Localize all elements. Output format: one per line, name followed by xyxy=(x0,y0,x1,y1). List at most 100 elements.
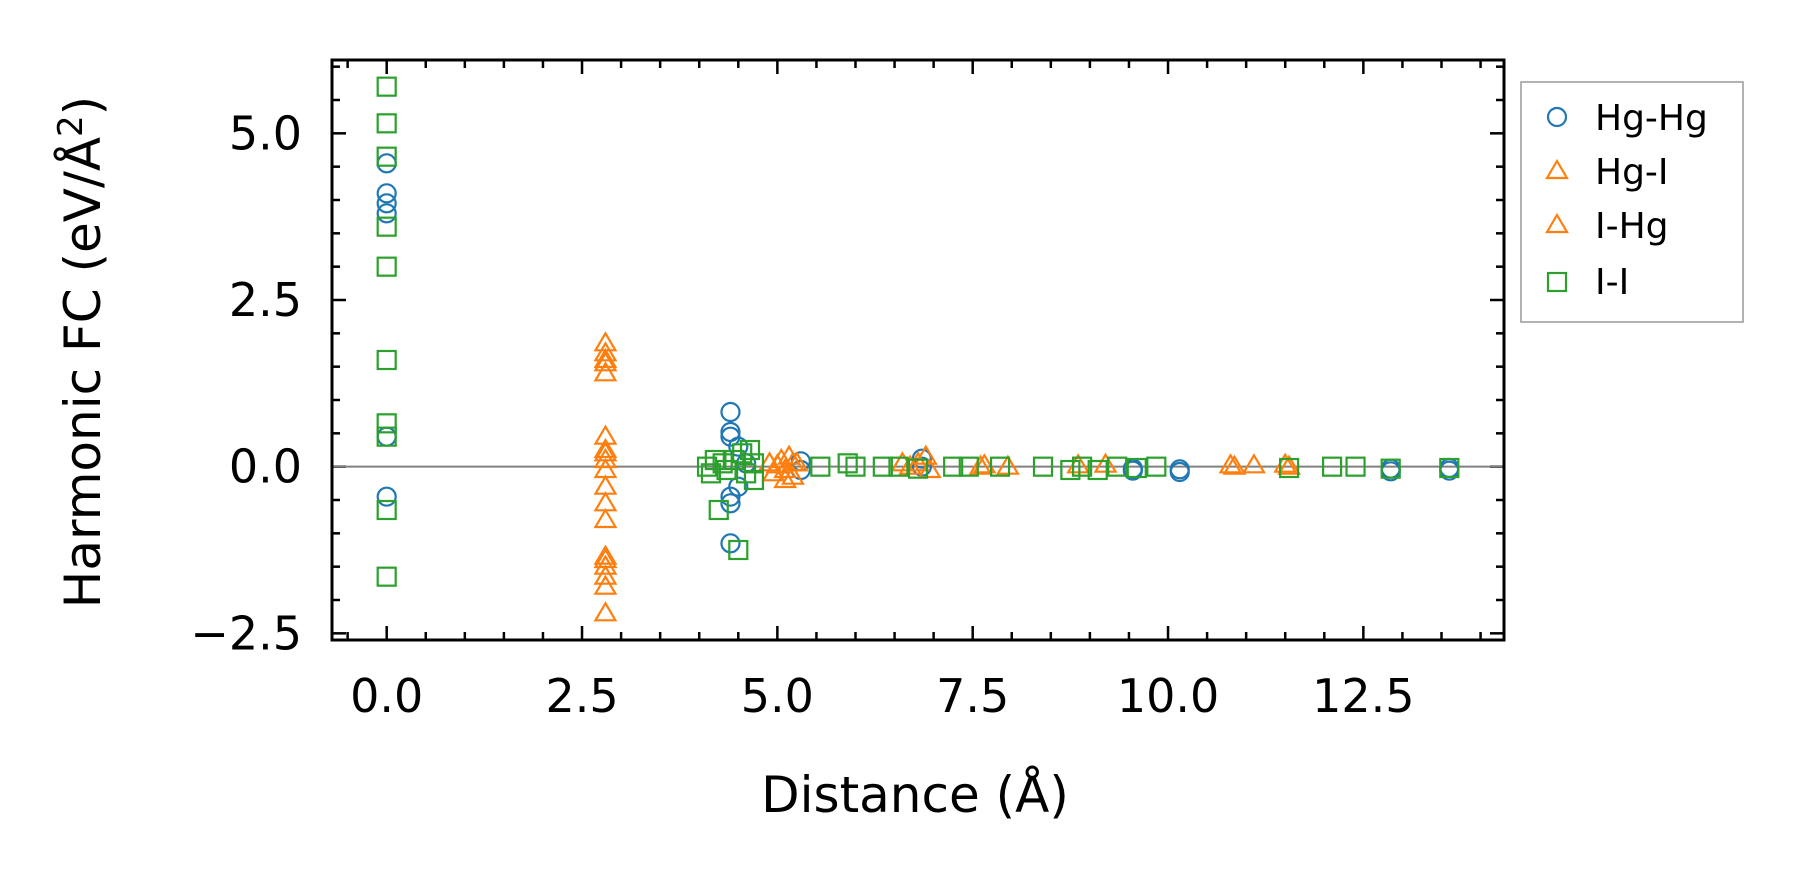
data-point-square xyxy=(743,469,765,491)
y-axis-label-main: Harmonic FC (eV/Å xyxy=(54,137,112,608)
data-point-square xyxy=(1060,459,1081,481)
data-point-square xyxy=(376,413,397,434)
data-point-triangle xyxy=(593,574,618,595)
data-point-square xyxy=(837,453,858,474)
legend-marker-triangle xyxy=(1545,212,1569,234)
x-tick-label: 2.5 xyxy=(545,669,618,723)
data-points xyxy=(376,76,1460,622)
legend-frame xyxy=(1520,81,1744,323)
data-point-square xyxy=(872,456,893,477)
data-point-triangle xyxy=(968,454,993,475)
data-point-square xyxy=(1439,457,1460,479)
plot-frame xyxy=(330,58,1506,642)
data-point-circle xyxy=(720,401,741,423)
data-point-square xyxy=(1322,456,1343,477)
data-point-square xyxy=(376,76,397,97)
data-point-triangle xyxy=(593,601,618,622)
data-point-circle xyxy=(1169,461,1190,483)
data-point-triangle xyxy=(773,457,798,479)
data-point-triangle xyxy=(995,454,1020,475)
data-point-circle xyxy=(728,436,749,457)
legend-marker-triangle xyxy=(1545,158,1569,180)
y-tick-label: −2.5 xyxy=(190,606,302,660)
legend-marker-square xyxy=(1546,271,1568,293)
x-tick-label: 5.0 xyxy=(741,669,814,723)
data-point-triangle xyxy=(593,441,618,462)
data-point-square xyxy=(728,539,749,561)
data-point-triangle xyxy=(1277,454,1302,475)
data-point-square xyxy=(958,456,979,477)
data-point-square xyxy=(1126,457,1147,479)
data-point-circle xyxy=(1122,460,1143,481)
y-tick-label: 0.0 xyxy=(229,440,302,494)
data-point-square xyxy=(708,499,729,521)
data-point-triangle xyxy=(593,547,618,569)
legend-label-i-hg: I-Hg xyxy=(1595,206,1669,247)
data-point-square xyxy=(907,458,929,479)
data-point-triangle xyxy=(593,447,618,469)
data-point-square xyxy=(810,456,831,477)
data-point-square xyxy=(1071,456,1093,477)
data-point-square xyxy=(376,566,397,587)
data-point-square xyxy=(376,146,397,167)
data-point-circle xyxy=(376,183,397,204)
data-point-triangle xyxy=(593,437,618,459)
data-point-circle xyxy=(720,493,741,514)
x-tick-label: 10.0 xyxy=(1117,669,1219,723)
data-point-square xyxy=(376,256,397,277)
data-point-triangle xyxy=(906,451,930,472)
data-point-square xyxy=(888,456,909,477)
legend-label-hg-i: Hg-I xyxy=(1595,152,1669,193)
data-point-square xyxy=(376,113,397,134)
x-axis-label: Distance (Å) xyxy=(761,766,1069,824)
data-point-square xyxy=(376,499,397,521)
legend-label-i-i: I-I xyxy=(1595,262,1629,303)
data-point-square xyxy=(739,439,761,461)
data-point-triangle xyxy=(765,453,790,474)
data-point-square xyxy=(1345,456,1366,477)
series-i-hg xyxy=(593,347,1302,569)
legend: Hg-Hg Hg-I I-Hg I-I xyxy=(1520,81,1744,323)
data-point-triangle xyxy=(1093,452,1118,473)
legend-entry-i-hg: I-Hg xyxy=(1545,206,1669,247)
data-point-triangle xyxy=(593,544,618,565)
x-tick-label: 0.0 xyxy=(350,669,423,723)
data-point-square xyxy=(989,456,1011,477)
y-axis-label-superscript: 2 xyxy=(51,115,91,137)
legend-label-hg-hg: Hg-Hg xyxy=(1595,98,1708,139)
data-point-circle xyxy=(720,533,741,554)
tick-labels: 0.0 2.5 5.0 7.5 10.0 12.5 −2.5 0.0 2.5 5.0 xyxy=(190,106,1414,723)
data-point-triangle xyxy=(593,351,618,372)
data-point-triangle xyxy=(593,341,618,362)
data-point-triangle xyxy=(593,507,618,529)
y-axis-label: Harmonic FC (eV/Å2) xyxy=(51,96,112,608)
data-point-triangle xyxy=(972,453,997,474)
y-tick-label: 5.0 xyxy=(229,106,302,160)
data-point-triangle xyxy=(593,361,618,382)
y-axis-label-close: ) xyxy=(54,96,112,116)
data-point-square xyxy=(1107,456,1128,477)
data-point-circle xyxy=(376,486,397,507)
y-tick-label: 2.5 xyxy=(229,273,302,327)
legend-marker-circle xyxy=(1546,106,1568,128)
data-point-triangle xyxy=(898,454,923,475)
data-point-triangle xyxy=(1222,454,1247,475)
data-point-square xyxy=(1146,456,1167,477)
data-point-triangle xyxy=(781,451,805,472)
data-point-triangle xyxy=(1242,453,1266,474)
legend-entry-hg-hg: Hg-Hg xyxy=(1546,98,1708,139)
data-point-square xyxy=(845,456,866,477)
data-point-triangle xyxy=(781,464,805,485)
data-point-square xyxy=(1032,456,1054,477)
data-point-circle xyxy=(911,456,933,477)
data-point-circle xyxy=(376,193,397,214)
data-point-square xyxy=(376,216,397,237)
data-point-triangle xyxy=(773,467,798,489)
data-point-square xyxy=(1279,457,1300,479)
legend-entry-hg-i: Hg-I xyxy=(1545,152,1669,193)
data-point-square xyxy=(743,453,765,474)
data-point-triangle xyxy=(593,554,618,575)
data-point-square xyxy=(376,349,397,371)
